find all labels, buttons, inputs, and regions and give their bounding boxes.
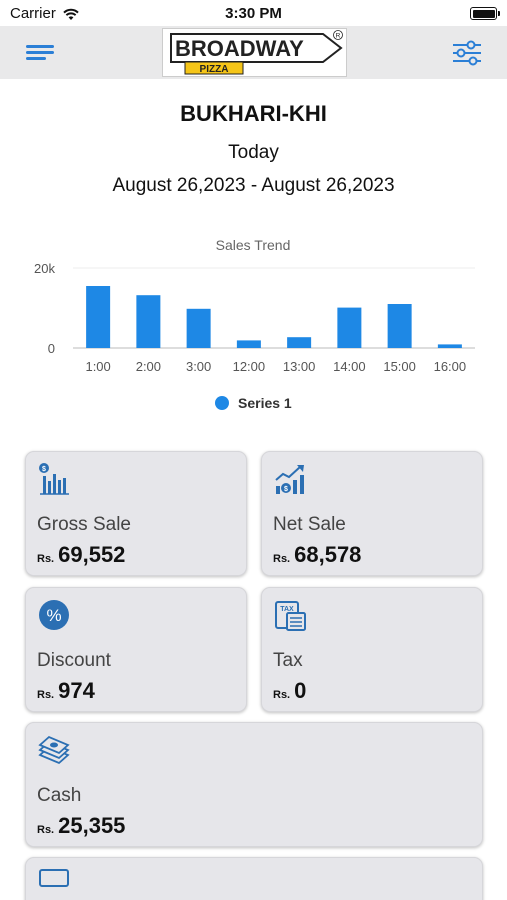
tax-document-icon: TAX [275, 601, 306, 631]
chart-y-tick-label: 20k [34, 261, 55, 276]
discount-card[interactable]: % Discount Rs. 974 [25, 587, 247, 712]
card-label: Discount [37, 650, 111, 671]
chart-y-tick-label: 0 [48, 341, 55, 356]
menu-line [26, 57, 46, 60]
chart-x-tick-label: 15:00 [383, 359, 416, 374]
chart-bar [387, 304, 412, 348]
chart-x-tick-label: 12:00 [233, 359, 266, 374]
currency-label: Rs. [37, 824, 55, 836]
tax-card[interactable]: TAX Tax Rs. 0 [261, 587, 483, 712]
cash-card[interactable]: Cash Rs. 25,355 [25, 722, 483, 847]
carrier-indicator: Carrier [10, 5, 80, 22]
filter-settings-button[interactable] [449, 38, 485, 68]
card-value: Rs. 68,578 [273, 542, 361, 568]
logo-brand-text: BROADWAY [175, 36, 304, 61]
gross-sale-card[interactable]: $ Gross Sale Rs. 69,552 [25, 451, 247, 576]
chart-legend-marker [215, 396, 229, 410]
chart-bar [136, 295, 161, 348]
chart-legend-label: Series 1 [238, 395, 292, 411]
clock: 3:30 PM [225, 5, 282, 22]
sliders-icon [453, 40, 481, 66]
card-label: Tax [273, 650, 303, 671]
card-value: Rs. 25,355 [37, 813, 125, 839]
card-value: Rs. 974 [37, 678, 95, 704]
chart-bar [287, 337, 312, 348]
card-partial-icon [39, 869, 69, 887]
growth-chart-icon: $ [275, 465, 304, 494]
chart-bar [186, 308, 211, 348]
chart-title: Sales Trend [216, 237, 291, 253]
svg-text:%: % [46, 606, 61, 625]
card-label: Net Sale [273, 514, 346, 535]
card-amount: 69,552 [58, 542, 126, 567]
card-amount: 68,578 [294, 542, 362, 567]
currency-label: Rs. [273, 689, 291, 701]
chart-x-tick-label: 3:00 [186, 359, 211, 374]
sales-trend-chart: Sales Trend 20k 0 1:00 2:00 3:00 12:00 13:00 14:… [34, 237, 475, 411]
card-amount: 0 [294, 678, 307, 703]
cash-stack-icon [38, 735, 70, 765]
svg-text:$: $ [42, 466, 46, 473]
chart-bar [437, 344, 462, 348]
svg-text:$: $ [284, 486, 288, 493]
broadway-pizza-logo: BROADWAY PIZZA R [162, 28, 347, 77]
chart-x-tick-label: 13:00 [283, 359, 316, 374]
chart-bar [337, 307, 362, 348]
currency-label: Rs. [37, 553, 55, 565]
sales-chart-icon: $ [39, 463, 69, 495]
battery-icon [470, 7, 500, 20]
card-amount: 974 [58, 678, 95, 703]
menu-line [26, 45, 54, 48]
net-sale-card[interactable]: $ Net Sale Rs. 68,578 [261, 451, 483, 576]
nav-bar: BROADWAY PIZZA R [0, 26, 507, 79]
next-card-partial[interactable] [25, 857, 483, 900]
currency-label: Rs. [37, 689, 55, 701]
card-label: Cash [37, 785, 82, 806]
card-label: Gross Sale [37, 514, 131, 535]
chart-bar [86, 286, 111, 348]
report-period: Today [228, 142, 279, 163]
hamburger-menu-button[interactable] [22, 40, 58, 66]
percent-icon: % [39, 600, 69, 630]
branch-name: BUKHARI-KHI [180, 101, 327, 126]
chart-x-tick-label: 16:00 [434, 359, 467, 374]
card-value: Rs. 0 [273, 678, 306, 704]
menu-line [26, 51, 54, 54]
status-bar: Carrier 3:30 PM [0, 0, 507, 26]
card-amount: 25,355 [58, 813, 126, 838]
registered-mark: R [336, 33, 341, 40]
currency-label: Rs. [273, 553, 291, 565]
wifi-icon [63, 8, 79, 20]
logo-graphic: BROADWAY PIZZA R [170, 30, 343, 75]
carrier-label: Carrier [10, 5, 56, 22]
chart-bar [236, 340, 261, 348]
card-value: Rs. 69,552 [37, 542, 125, 568]
report-date-range: August 26,2023 - August 26,2023 [112, 175, 395, 196]
chart-x-tick-label: 1:00 [85, 359, 110, 374]
chart-x-tick-label: 14:00 [333, 359, 366, 374]
chart-x-tick-label: 2:00 [136, 359, 161, 374]
svg-text:TAX: TAX [280, 606, 294, 613]
logo-sub-text: PIZZA [200, 64, 229, 75]
